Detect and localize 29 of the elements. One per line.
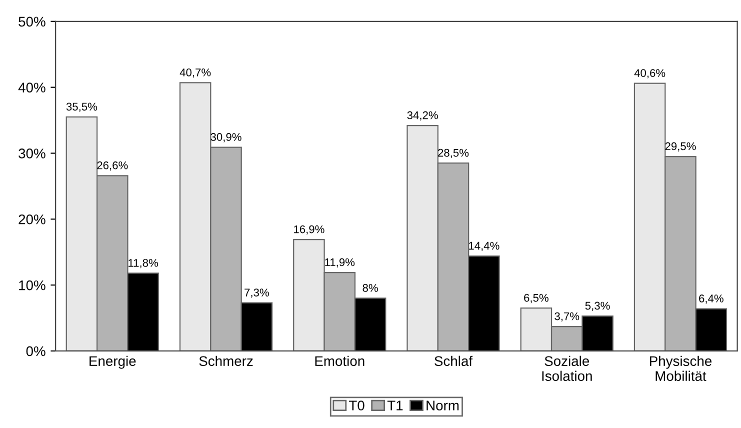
data-label: 3,7% xyxy=(554,312,580,322)
data-label: 6,4% xyxy=(699,294,724,304)
y-tick-label: 50% xyxy=(18,16,46,27)
legend-label: T1 xyxy=(387,400,403,410)
legend-label: T0 xyxy=(348,400,364,410)
data-label: 34,2% xyxy=(407,111,438,120)
data-label: 40,7% xyxy=(180,68,211,78)
data-label: 16,9% xyxy=(294,225,324,235)
y-tick-label: 10% xyxy=(19,280,46,290)
y-tick-label: 40% xyxy=(18,82,46,92)
x-tick-label: Soziale Isolation xyxy=(542,356,592,381)
x-tick-label: Energie xyxy=(90,356,136,369)
x-tick-label: Schlaf xyxy=(434,356,473,366)
data-label: 5,3% xyxy=(585,302,610,311)
data-label: 35,5% xyxy=(66,102,98,112)
x-tick-label: Emotion xyxy=(315,356,364,366)
x-tick-label: Physische Mobilität xyxy=(650,356,712,381)
data-label: 11,9% xyxy=(325,258,355,268)
data-label: 40,6% xyxy=(634,69,666,78)
y-tick-label: 20% xyxy=(18,214,46,224)
data-label: 7,3% xyxy=(244,288,269,298)
y-tick-label: 0% xyxy=(26,346,46,356)
y-tick-label: 30% xyxy=(18,148,46,158)
data-label: 14,4% xyxy=(469,242,500,251)
x-tick-label: Schmerz xyxy=(199,356,253,366)
data-label: 6,5% xyxy=(524,294,548,304)
data-label: 11,8% xyxy=(128,258,158,268)
legend-label: Norm xyxy=(426,400,459,410)
data-label: 8% xyxy=(362,284,378,292)
